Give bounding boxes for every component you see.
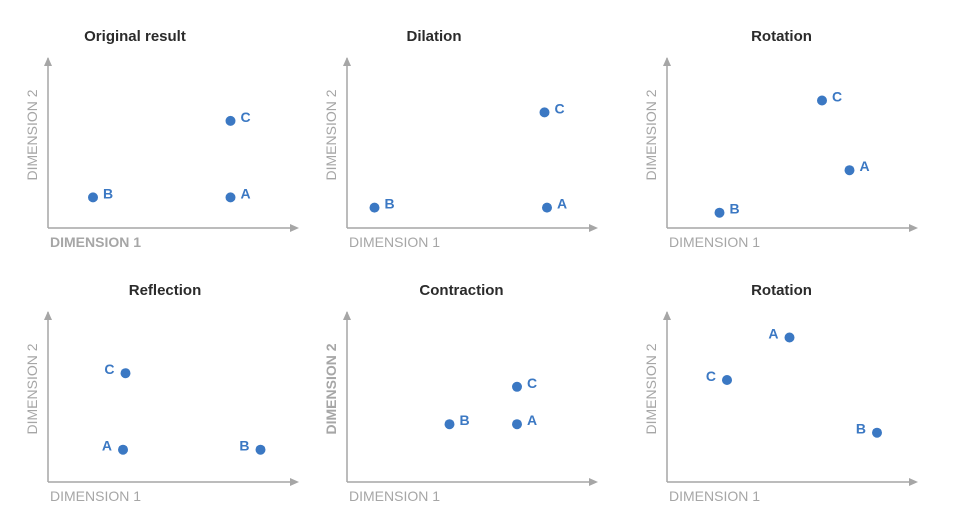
- x-axis-arrow-icon: [909, 224, 918, 232]
- y-axis-label: DIMENSION 2: [323, 343, 339, 434]
- x-axis-label: DIMENSION 1: [349, 488, 440, 504]
- point-label-b: B: [730, 201, 740, 217]
- point-label-b: B: [856, 421, 866, 437]
- y-axis-arrow-icon: [44, 57, 52, 66]
- chart-title: Rotation: [751, 282, 812, 299]
- panel-contraction: Contraction DIMENSION 1 DIMENSION 2 C B A: [299, 274, 599, 528]
- x-axis-label: DIMENSION 1: [669, 488, 760, 504]
- data-point-b: [88, 192, 98, 203]
- point-label-c: C: [832, 89, 842, 105]
- point-label-c: C: [706, 368, 716, 384]
- y-axis-arrow-icon: [343, 57, 351, 66]
- x-axis-label: DIMENSION 1: [669, 234, 760, 250]
- point-label-b: B: [460, 412, 470, 428]
- x-axis-label: DIMENSION 1: [50, 488, 141, 504]
- point-label-c: C: [104, 361, 114, 377]
- y-axis-arrow-icon: [343, 311, 351, 320]
- data-point-b: [872, 427, 882, 438]
- data-point-b: [714, 207, 725, 218]
- x-axis-label: DIMENSION 1: [50, 234, 141, 250]
- y-axis-label: DIMENSION 2: [643, 343, 659, 434]
- chart-title: Contraction: [419, 282, 504, 299]
- chart-title: Original result: [84, 28, 186, 45]
- y-axis-label: DIMENSION 2: [643, 89, 659, 180]
- data-point-c: [225, 115, 236, 126]
- y-axis-arrow-icon: [663, 311, 671, 320]
- scatter-plot: DIMENSION 1 DIMENSION 2 C A B: [643, 57, 918, 250]
- data-point-c: [512, 381, 522, 392]
- data-point-c: [539, 107, 550, 118]
- x-axis-arrow-icon: [909, 478, 918, 486]
- chart-title: Reflection: [128, 282, 202, 299]
- y-axis-label: DIMENSION 2: [24, 89, 40, 180]
- y-axis-arrow-icon: [663, 57, 671, 66]
- data-point-b: [369, 202, 380, 213]
- data-point-c: [722, 375, 732, 385]
- x-axis-label: DIMENSION 1: [349, 234, 440, 250]
- x-axis-arrow-icon: [290, 478, 299, 486]
- panel-rotation: Rotation DIMENSION 1 DIMENSION 2 C A B: [619, 20, 919, 274]
- point-label-c: C: [527, 375, 537, 391]
- point-label-a: A: [860, 158, 870, 174]
- point-label-a: A: [102, 438, 112, 454]
- data-point-b: [444, 419, 455, 430]
- point-label-b: B: [239, 438, 249, 454]
- data-point-a: [225, 192, 236, 203]
- data-point-a: [542, 202, 552, 213]
- x-axis-arrow-icon: [589, 478, 598, 486]
- data-point-c: [120, 368, 131, 379]
- panel-reflection: Reflection DIMENSION 1 DIMENSION 2 C A B: [0, 274, 300, 528]
- data-point-a: [844, 165, 855, 176]
- point-label-a: A: [768, 326, 778, 342]
- point-label-c: C: [555, 100, 565, 116]
- chart-title: Dilation: [406, 28, 462, 45]
- point-label-c: C: [241, 109, 251, 125]
- data-point-a: [512, 419, 522, 430]
- panel-original-result: Original result DIMENSION 1 DIMENSION 2 B C A: [0, 20, 300, 274]
- point-label-a: A: [527, 412, 537, 428]
- data-point-c: [817, 95, 827, 106]
- scatter-plot: DIMENSION 1 DIMENSION 2 C A B: [24, 311, 299, 504]
- data-point-a: [784, 332, 795, 343]
- y-axis-label: DIMENSION 2: [323, 89, 339, 180]
- data-point-b: [255, 444, 266, 455]
- data-point-a: [118, 444, 128, 455]
- scatter-plot: DIMENSION 1 DIMENSION 2 A C B: [643, 311, 918, 504]
- y-axis-arrow-icon: [44, 311, 52, 320]
- x-axis-arrow-icon: [589, 224, 598, 232]
- chart-title: Rotation: [751, 28, 812, 45]
- y-axis-label: DIMENSION 2: [24, 343, 40, 434]
- panel-dilation: Dilation DIMENSION 1 DIMENSION 2 B C A: [299, 20, 599, 274]
- scatter-plot: DIMENSION 1 DIMENSION 2 B C A: [323, 57, 598, 250]
- scatter-plot: DIMENSION 1 DIMENSION 2 B C A: [24, 57, 299, 250]
- x-axis-arrow-icon: [290, 224, 299, 232]
- point-label-a: A: [557, 196, 567, 212]
- panel-rotation-2: Rotation DIMENSION 1 DIMENSION 2 A C B: [619, 274, 919, 528]
- point-label-a: A: [241, 185, 251, 201]
- scatter-plot: DIMENSION 1 DIMENSION 2 C B A: [323, 311, 598, 504]
- point-label-b: B: [103, 185, 113, 201]
- point-label-b: B: [385, 196, 395, 212]
